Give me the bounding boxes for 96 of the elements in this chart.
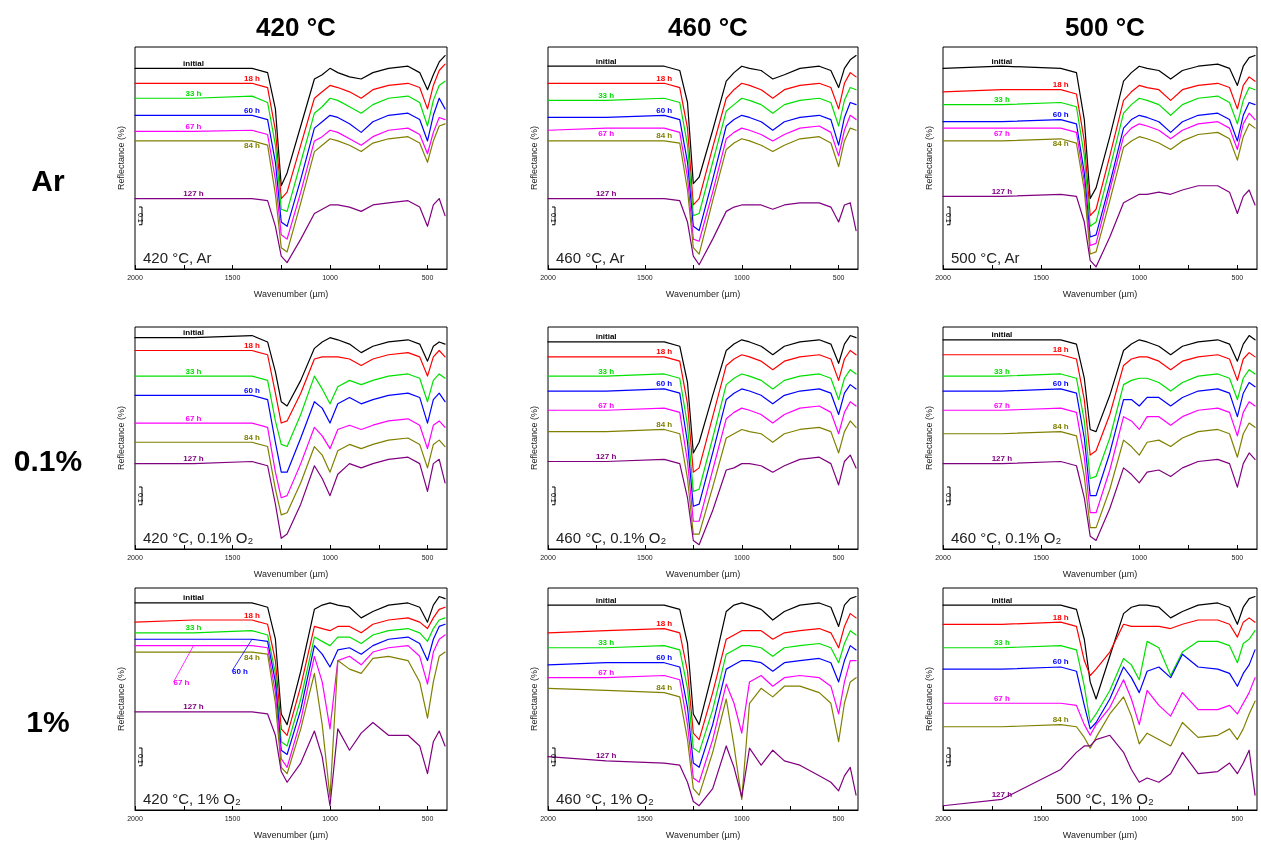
- y-axis-title: Reflectance (%): [116, 666, 126, 732]
- series-label: 18 h: [656, 347, 673, 357]
- series-label: 18 h: [243, 73, 261, 83]
- x-axis-title: Wavenumber (µm): [1062, 829, 1138, 840]
- x-axis-title: Wavenumber (µm): [1062, 568, 1138, 579]
- series-label: 33 h: [185, 366, 202, 376]
- annotation: 460 °C, Ar: [556, 249, 625, 266]
- series-label: 67 h: [598, 668, 615, 678]
- series-label: 84 h: [243, 141, 261, 151]
- annotation: 420 °C, 1% O₂: [143, 790, 241, 807]
- series-label: 84 h: [243, 432, 261, 442]
- series-label: 33 h: [993, 638, 1010, 648]
- series-label: 18 h: [656, 73, 673, 83]
- y-axis-title: Reflectance (%): [924, 405, 934, 471]
- series-label: 33 h: [598, 90, 615, 100]
- chart-title: 420 °C: [256, 12, 337, 42]
- series-label: 127 h: [183, 189, 204, 199]
- series-label: initial: [183, 58, 204, 68]
- series-label: 84 h: [1052, 422, 1069, 432]
- series-label: 33 h: [993, 366, 1010, 376]
- text: 60 h: [231, 666, 249, 676]
- series-label: 67 h: [993, 400, 1010, 410]
- chart-title: 500 °C: [1065, 12, 1146, 42]
- series-label: 33 h: [185, 623, 202, 633]
- series-label: 60 h: [243, 385, 261, 395]
- y-axis-title: Reflectance (%): [529, 405, 539, 471]
- series-label: 60 h: [656, 379, 673, 389]
- series-label: 127 h: [595, 451, 617, 461]
- series-label: 84 h: [1052, 139, 1069, 149]
- series-label: initial: [991, 330, 1013, 340]
- series-label: 18 h: [1052, 80, 1069, 90]
- x-axis-title: Wavenumber (µm): [253, 829, 329, 840]
- series-label: initial: [595, 56, 617, 66]
- series-label: 33 h: [185, 88, 202, 98]
- series-label: 60 h: [656, 653, 673, 663]
- series-label: 60 h: [243, 105, 261, 115]
- text: Ar: [31, 163, 65, 197]
- annotation: 460 °C, 0.1% O₂: [951, 529, 1062, 546]
- y-axis-title: Reflectance (%): [529, 666, 539, 732]
- y-axis-title: Reflectance (%): [924, 125, 934, 191]
- series-label: 18 h: [243, 340, 261, 350]
- annotation: 460 °C, 0.1% O₂: [556, 529, 667, 546]
- series-label: initial: [595, 595, 617, 605]
- x-axis-title: Wavenumber (µm): [253, 288, 329, 299]
- series-label: 33 h: [598, 638, 615, 648]
- series-label: 127 h: [183, 702, 204, 712]
- series-label: 84 h: [656, 131, 673, 141]
- annotation: 420 °C, Ar: [143, 249, 212, 266]
- series-label: 18 h: [243, 610, 261, 620]
- text: 67 h: [173, 677, 190, 687]
- series-label: 127 h: [991, 186, 1013, 196]
- y-axis-title: Reflectance (%): [529, 125, 539, 191]
- x-axis-title: Wavenumber (µm): [665, 829, 741, 840]
- series-label: 18 h: [656, 619, 673, 629]
- annotation: 460 °C, 1% O₂: [556, 790, 654, 807]
- series-label: 67 h: [993, 693, 1010, 703]
- series-label: initial: [991, 595, 1013, 605]
- series-label: 67 h: [185, 413, 202, 423]
- series-label: 84 h: [656, 683, 673, 693]
- series-label: 67 h: [993, 128, 1010, 138]
- series-label: initial: [183, 593, 204, 603]
- series-label: 127 h: [183, 454, 204, 464]
- annotation: 500 °C, Ar: [951, 249, 1020, 266]
- series-label: 18 h: [1052, 612, 1069, 622]
- annotation: 500 °C, 1% O₂: [1056, 790, 1154, 807]
- series-label: 60 h: [1052, 657, 1069, 667]
- y-axis-title: Reflectance (%): [924, 666, 934, 732]
- series-label: 67 h: [598, 128, 615, 138]
- series-label: 127 h: [991, 454, 1013, 464]
- series-label: 127 h: [991, 789, 1013, 799]
- series-label: initial: [595, 332, 617, 342]
- series-label: 60 h: [1052, 110, 1069, 120]
- x-axis-title: Wavenumber (µm): [253, 568, 329, 579]
- x-axis-title: Wavenumber (µm): [665, 568, 741, 579]
- annotation: 420 °C, 0.1% O₂: [143, 529, 254, 546]
- chart-title: 460 °C: [668, 12, 749, 42]
- series-label: 60 h: [656, 105, 673, 115]
- series-label: 33 h: [993, 95, 1010, 105]
- x-axis-title: Wavenumber (µm): [1062, 288, 1138, 299]
- text: 0.1%: [13, 443, 83, 477]
- series-label: 84 h: [656, 419, 673, 429]
- series-label: 127 h: [595, 189, 617, 199]
- series-label: 33 h: [598, 366, 615, 376]
- series-label: 67 h: [185, 121, 202, 131]
- series-label: 18 h: [1052, 345, 1069, 355]
- text: 1%: [26, 704, 70, 738]
- series-label: 84 h: [1052, 715, 1069, 725]
- series-label: 127 h: [595, 751, 617, 761]
- series-label: 67 h: [598, 400, 615, 410]
- series-label: initial: [991, 56, 1013, 66]
- y-axis-title: Reflectance (%): [116, 405, 126, 471]
- series-label: initial: [183, 328, 204, 338]
- x-axis-title: Wavenumber (µm): [665, 288, 741, 299]
- series-label: 84 h: [243, 652, 261, 662]
- series-label: 60 h: [1052, 379, 1069, 389]
- y-axis-title: Reflectance (%): [116, 125, 126, 191]
